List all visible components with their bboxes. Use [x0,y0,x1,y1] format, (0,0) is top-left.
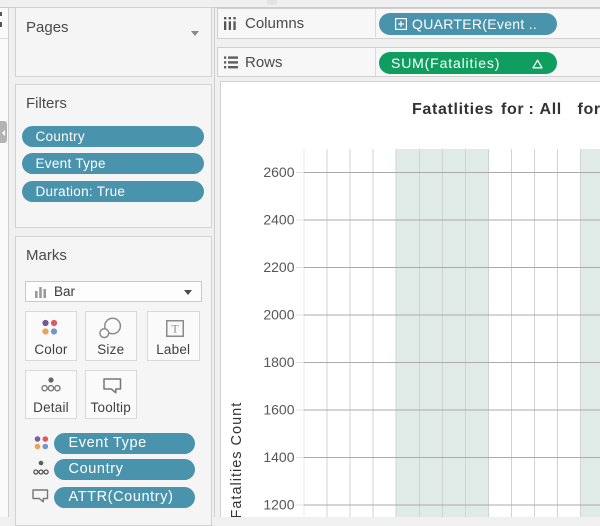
svg-text:Fatalities Count: Fatalities Count [229,402,245,517]
svg-text:2200: 2200 [263,259,294,275]
svg-text:1400: 1400 [263,449,294,465]
svg-text:1200: 1200 [263,497,294,513]
svg-text:1800: 1800 [263,354,294,370]
svg-text:1600: 1600 [263,402,294,418]
svg-text:T: T [171,321,179,335]
svg-text:2400: 2400 [263,212,294,228]
svg-text:2600: 2600 [263,164,294,180]
svg-text:2000: 2000 [263,307,294,323]
